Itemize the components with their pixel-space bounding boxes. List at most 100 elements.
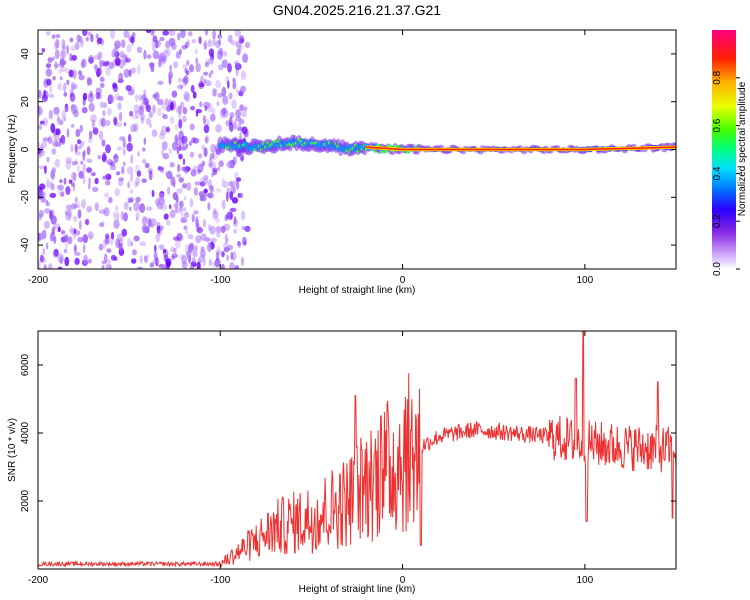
heatmap-noise-cell-355 [161,112,165,119]
snr-panel: -200 -100 0 100 2000 4000 6000 Height of stra… [7,330,677,595]
heatmap-noise-cell-447 [93,55,101,60]
heatmap-noise-cell-645 [175,199,179,207]
heatmap-noise-cell-354 [48,263,53,269]
heatmap-noise-cell-683 [226,254,229,262]
heatmap-noise-cell-392 [125,57,131,63]
heatmap-noise-cell-607 [80,60,85,69]
heatmap-noise-cell-499 [129,188,134,194]
heatmap-noise-cell-739 [192,91,197,99]
heatmap-noise-cell-470 [204,78,207,84]
heatmap-noise-cell-658 [157,227,163,237]
heatmap-noise-cell-466 [166,104,172,112]
heatmap-noise-cell-742 [117,233,124,242]
heatmap-noise-cell-455 [145,206,153,211]
heatmap-noise-cell-861 [116,146,123,151]
heatmap-noise-cell-186 [71,161,78,166]
heatmap-noise-cell-616 [74,251,81,256]
heatmap-noise-cell-521 [96,38,100,46]
heatmap-noise-cell-478 [143,137,147,145]
heatmap-noise-cell-380 [130,172,134,183]
heatmap-noise-cell-368 [192,137,200,144]
heatmap-noise-cell-492 [98,222,104,227]
x-tick-label: -100 [210,275,230,286]
heatmap-noise-cell-201 [207,39,213,48]
heatmap-noise-cell-86 [99,76,105,82]
heatmap-noise-cell-340 [53,63,61,68]
heatmap-noise-cell-727 [195,216,199,226]
heatmap-noise-cell-648 [78,74,85,81]
heatmap-noise-cell-454 [235,40,242,49]
heatmap-noise-cell-246 [105,233,110,239]
heatmap-noise-cell-326 [222,95,229,106]
heatmap-noise-cell-70 [195,57,199,65]
heatmap-noise-cell-184 [129,110,134,117]
heatmap-noise-cell-212 [134,180,139,188]
heatmap-noise-cell-729 [161,102,168,111]
heatmap-noise-cell-359 [187,31,193,37]
heatmap-noise-cell-292 [137,94,143,101]
heatmap-noise-cell-768 [177,164,181,173]
colorbar-gradient [712,30,736,269]
x-tick-label: -200 [28,575,48,586]
heatmap-noise-cell-192 [53,236,57,244]
heatmap-noise-cell-239 [204,80,212,87]
heatmap-noise-cell-740 [102,239,107,249]
heatmap-noise-cell-472 [39,165,46,170]
heatmap-noise-cell-884 [101,117,106,128]
heatmap-noise-cell-888 [181,166,188,172]
heatmap-noise-cell-287 [188,254,192,264]
heatmap-noise-cell-615 [45,242,49,250]
x-tick-label: 100 [577,575,594,586]
colorbar-label: Normalized spectral amplitude [737,81,748,216]
heatmap-noise-cell-543 [123,68,130,78]
heatmap-noise-cell-779 [46,156,50,163]
heatmap-noise-cell-856 [209,185,214,194]
heatmap-noise-cell-259 [194,181,201,186]
heatmap-noise-cell-205 [211,172,214,177]
heatmap-noise-cell-508 [148,170,153,181]
heatmap-noise-cell-514 [204,175,209,186]
heatmap-noise-cell-68 [98,243,104,251]
x-tick-label: 0 [400,275,406,286]
heatmap-noise-cell-554 [108,61,115,70]
heatmap-noise-cell-179 [231,197,239,204]
heatmap-noise-cell-272 [49,84,53,94]
heatmap-noise-cell-882 [203,178,208,185]
heatmap-noise-cell-437 [122,139,127,149]
heatmap-noise-cell-564 [235,109,242,118]
heatmap-noise-cell-418 [216,50,223,60]
heatmap-noise-cell-857 [207,102,213,113]
heatmap-noise-cell-812 [54,49,60,60]
heatmap-noise-cell-758 [54,248,59,257]
heatmap-noise-cell-249 [173,247,177,254]
colorbar-tick-label: 0.4 [712,166,723,180]
colorbar-tick-label: 0.6 [712,118,723,132]
heatmap-noise-cell-138 [79,124,83,133]
heatmap-noise-cell-434 [133,104,140,114]
heatmap-noise-cell-105 [192,250,198,258]
heatmap-noise-cell-656 [126,142,133,152]
heatmap-noise-cell-406 [172,141,178,151]
heatmap-noise-cell-484 [99,59,103,70]
heatmap-noise-cell-850 [41,141,47,149]
heatmap-noise-cell-657 [183,195,187,201]
heatmap-noise-cell-342 [195,63,201,73]
heatmap-noise-cell-448 [228,181,234,187]
heatmap-noise-cell-229 [182,107,188,115]
heatmap-noise-cell-410 [157,98,164,106]
heatmap-noise-cell-80 [203,71,209,76]
heatmap-noise-cell-837 [135,164,140,175]
heatmap-noise-cell-23 [103,102,107,109]
heatmap-noise-cell-449 [66,44,69,55]
heatmap-noise-cell-568 [231,99,237,110]
heatmap-noise-cell-79 [160,203,167,211]
heatmap-noise-cell-127 [187,234,194,240]
heatmap-noise-cell-323 [54,60,58,71]
heatmap-noise-cell-719 [101,260,107,265]
heatmap-noise-cell-571 [204,30,209,36]
heatmap-noise-cell-194 [86,167,92,174]
heatmap-noise-cell-791 [66,79,70,86]
heatmap-noise-cell-312 [143,255,148,263]
heatmap-noise-cell-641 [118,72,124,83]
heatmap-noise-cell-511 [215,188,222,193]
